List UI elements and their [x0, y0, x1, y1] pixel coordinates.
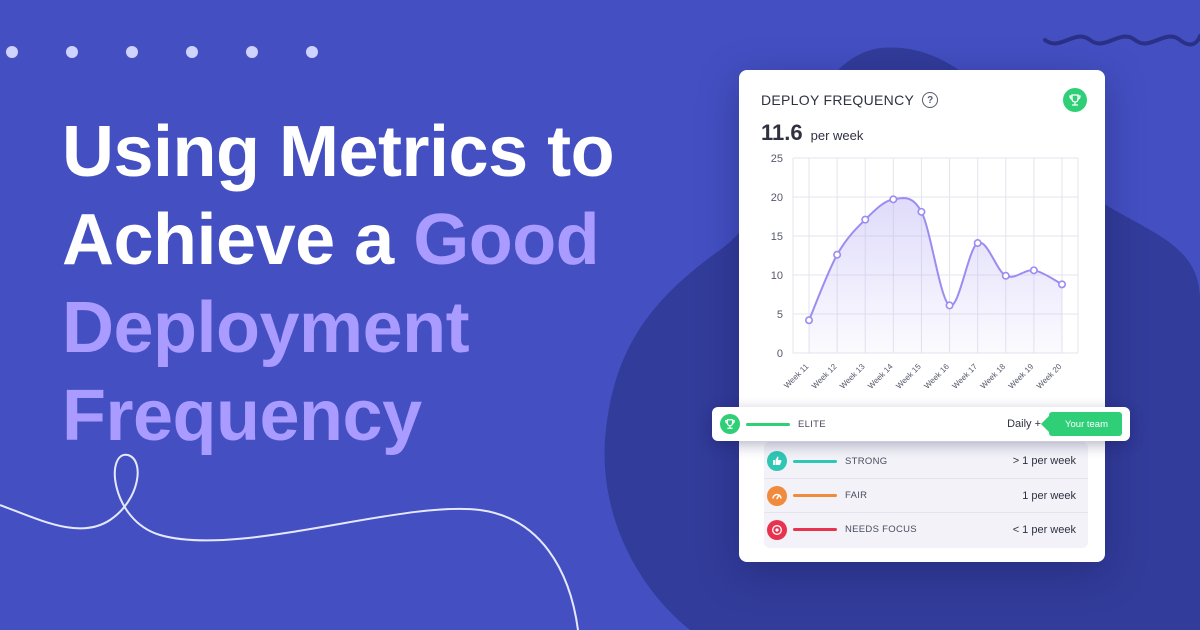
y-tick-label: 10: [771, 270, 783, 282]
elite-value: Daily +: [1007, 418, 1042, 430]
y-tick-label: 0: [777, 348, 783, 360]
data-point: [833, 250, 842, 259]
series-line: [808, 197, 1063, 321]
benchmark-label: FAIR: [845, 490, 868, 501]
y-tick-label: 20: [771, 192, 783, 204]
benchmark-line: [793, 528, 837, 531]
data-point: [889, 195, 898, 204]
card-title: DEPLOY FREQUENCY: [761, 92, 915, 108]
trophy-badge: [1063, 88, 1087, 112]
benchmark-row-strong: STRONG > 1 per week: [764, 444, 1088, 478]
gauge-icon: [767, 485, 787, 506]
x-tick-label: Week 17: [950, 362, 979, 391]
benchmark-value: > 1 per week: [1012, 455, 1076, 467]
metric: 11.6 per week: [761, 120, 863, 146]
y-tick-label: 15: [771, 231, 783, 243]
x-tick-label: Week 19: [1007, 362, 1036, 391]
headline-line-4: Frequency: [62, 376, 422, 456]
dot: [126, 46, 138, 58]
headline-line-2: Achieve a Good: [62, 200, 600, 280]
x-tick-label: Week 13: [838, 362, 867, 391]
headline-line-2-accent: Good: [413, 200, 600, 280]
headline-line-1: Using Metrics to: [62, 112, 615, 192]
dot: [6, 46, 18, 58]
your-team-tag: Your team: [1041, 412, 1122, 436]
elite-benchmark-row: ELITE Daily + Your team: [712, 407, 1130, 441]
metric-unit: per week: [810, 128, 864, 143]
elite-line: [746, 422, 790, 426]
headline-line-2-plain: Achieve a: [62, 200, 414, 280]
deploy-frequency-card: DEPLOY FREQUENCY ? 11.6 per week 0 5 10 15 2…: [739, 70, 1105, 562]
series-area: [809, 198, 1062, 353]
benchmark-label: NEEDS FOCUS: [845, 524, 917, 535]
x-tick-label: Week 14: [866, 362, 895, 391]
benchmark-value: 1 per week: [1022, 489, 1076, 502]
benchmark-row-needs-focus: NEEDS FOCUS < 1 per week: [764, 512, 1088, 546]
trophy-icon: [1069, 94, 1081, 106]
trophy-icon: [725, 419, 735, 429]
x-tick-label: Week 18: [979, 362, 1008, 391]
headline: Using Metrics to Achieve a Good Deployme…: [62, 108, 662, 460]
x-tick-label: Week 12: [810, 362, 839, 391]
elite-label: ELITE: [798, 418, 826, 430]
headline-line-3: Deployment: [62, 288, 470, 368]
benchmark-label: STRONG: [845, 455, 888, 467]
dot: [186, 46, 198, 58]
x-tick-label: Week 16: [922, 362, 951, 391]
x-tick-label: Week 20: [1035, 362, 1064, 391]
x-tick-label: Week 11: [782, 362, 811, 391]
data-point: [917, 207, 926, 216]
data-point: [805, 316, 814, 325]
question-circle-icon[interactable]: ?: [922, 92, 939, 108]
data-point: [1029, 266, 1038, 275]
target-icon: [767, 519, 787, 540]
card-header: DEPLOY FREQUENCY ?: [761, 92, 939, 108]
elite-icon: [720, 414, 740, 434]
benchmark-row-fair: FAIR 1 per week: [764, 478, 1088, 512]
thumbs-up-icon: [767, 451, 787, 471]
data-point: [973, 239, 982, 248]
benchmark-line: [793, 459, 837, 463]
benchmark-legend: STRONG > 1 per week FAIR 1 per week NEEDS FO…: [764, 442, 1088, 548]
x-tick-label: Week 15: [894, 362, 923, 391]
y-tick-label: 25: [771, 153, 783, 165]
data-point: [945, 301, 954, 310]
benchmark-value: < 1 per week: [1012, 523, 1076, 536]
data-point: [1057, 280, 1066, 289]
loop-line-decoration: [0, 453, 579, 630]
y-tick-label: 5: [777, 309, 783, 321]
benchmark-line: [793, 494, 837, 497]
dot: [246, 46, 258, 58]
metric-value: 11.6: [761, 120, 803, 145]
squiggle-decoration: [1043, 34, 1200, 47]
dots-decoration: [0, 46, 318, 58]
dot: [66, 46, 78, 58]
data-point: [861, 215, 870, 224]
data-point: [1001, 271, 1010, 280]
dot: [306, 46, 318, 58]
